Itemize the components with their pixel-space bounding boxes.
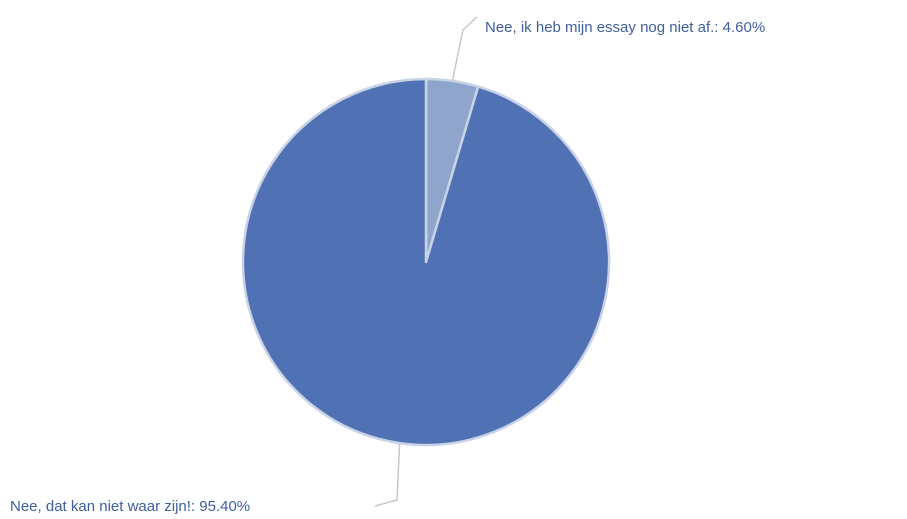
- slice-label-essay-not-finished: Nee, ik heb mijn essay nog niet af.: 4.6…: [485, 19, 765, 36]
- pie-slices: [241, 77, 611, 447]
- label-leader-lines: [374, 16, 478, 507]
- pie-slice-cannot-be-true: [241, 77, 611, 447]
- slice-label-cannot-be-true: Nee, dat kan niet waar zijn!: 95.40%: [10, 498, 250, 515]
- leader-line-cannot-be-true: [374, 443, 401, 507]
- leader-line-essay-not-finished: [451, 16, 478, 82]
